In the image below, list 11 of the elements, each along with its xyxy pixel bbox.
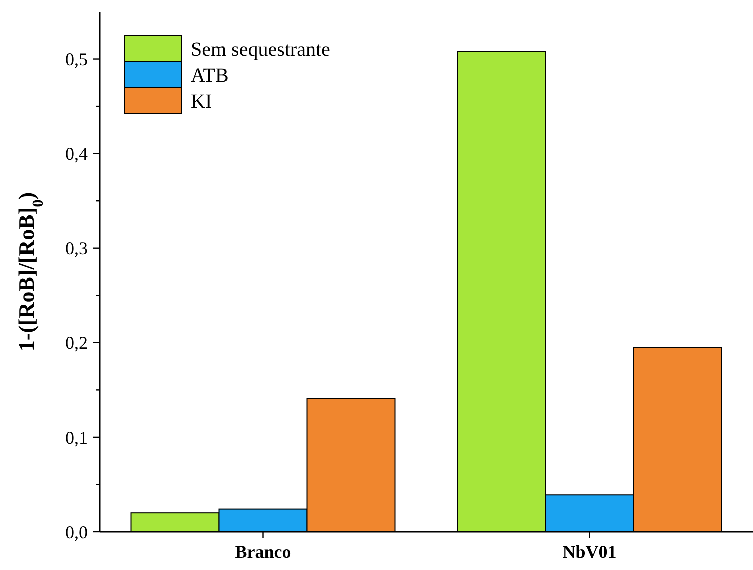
y-tick-label: 0,2 bbox=[66, 333, 88, 354]
legend-label: Sem sequestrante bbox=[191, 39, 331, 61]
x-tick-label: NbV01 bbox=[562, 542, 617, 562]
x-tick-label: Branco bbox=[235, 542, 292, 562]
legend-label: ATB bbox=[191, 65, 229, 87]
y-tick-label: 0,0 bbox=[66, 522, 88, 542]
y-tick-label: 0,4 bbox=[66, 144, 88, 164]
y-tick-label: 0,1 bbox=[66, 428, 88, 448]
y-tick-label: 0,5 bbox=[66, 50, 88, 70]
legend-label: KI bbox=[191, 91, 212, 113]
y-tick-label: 0,3 bbox=[66, 238, 88, 259]
